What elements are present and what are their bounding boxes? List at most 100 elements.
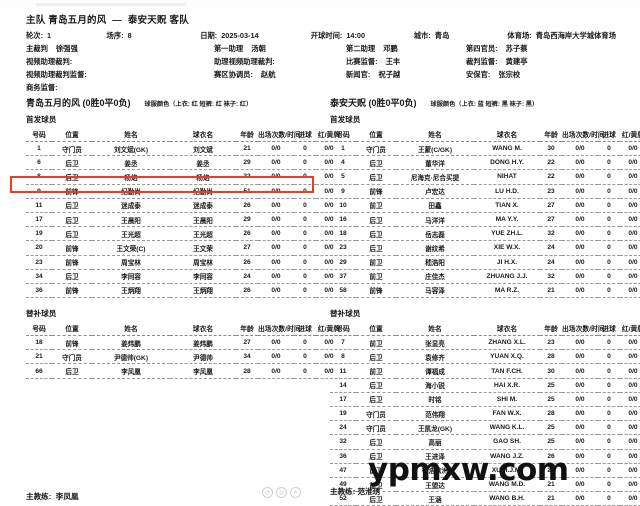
home-lineup-column: 青岛五月的风 (0胜0平0负) 球服颜色（上衣: 红 短裤: 红 袜子: 红） … [26, 96, 342, 379]
cell-name: 谢纹希 [396, 240, 474, 256]
cell-name: 杨焰 [92, 169, 170, 185]
cell-cards: 0/0 [620, 169, 640, 185]
table-row: 8 后卫 袁修齐 YUAN X.Q. 28 0/0 0 0/0 [330, 349, 640, 365]
away-team-head: 泰安天贶 (0胜0平0负) 球服颜色（上衣: 蓝 短裤: 黑 袜子: 黑） [330, 96, 630, 109]
cell-apps: 0/0 [258, 212, 294, 228]
match-header: 主队 青岛五月的风 — 泰安天贶 客队 轮次: 1 场序: 8 日期: 2025… [26, 12, 616, 97]
cell-age: 24 [236, 269, 258, 284]
cell-num: 8 [26, 169, 52, 185]
cell-num: 16 [330, 212, 356, 228]
cell-age: 27 [540, 198, 562, 213]
cell-num: 9 [330, 184, 356, 199]
cell-goals: 0 [598, 420, 620, 436]
cell-pos: 前卫 [356, 198, 396, 213]
match-meta-row: 轮次: 1 场序: 8 日期: 2025-03-14 开球时间: 14:00 城… [26, 31, 616, 40]
official-var-label: 视频助理裁判: [26, 57, 73, 67]
cell-num: 49 [330, 477, 356, 493]
cell-name: 张显亮 [396, 335, 474, 351]
cell-apps: 0/0 [562, 255, 598, 270]
cell-pos: 后卫 [52, 363, 92, 379]
cell-shirt: WANG M.D. [474, 477, 540, 493]
col-apps: 出场次数/时间 [562, 128, 605, 142]
meta-kickoff: 开球时间: 14:00 [311, 31, 414, 40]
cell-name: 王炳翔 [92, 283, 170, 299]
meta-round-value: 1 [47, 31, 52, 40]
cell-age: 25 [540, 420, 562, 436]
cell-num: 29 [330, 255, 356, 270]
official-commercial-label: 商务监督: [26, 83, 58, 93]
cell-cards: 0/0 [620, 283, 640, 299]
away-team-heading: 泰安天贶 (0胜0平0负) [330, 96, 417, 109]
cell-goals: 0 [294, 141, 316, 157]
weibo-watermark: @ @ A [262, 487, 301, 498]
col-name: 姓名 [396, 322, 474, 337]
table-row: 18 后卫 岳志磊 YUE ZH.L. 32 0/0 0 0/0 [330, 226, 640, 242]
col-age: 年龄 [236, 322, 258, 337]
cell-name: 尼海克·尼合买提 [396, 169, 474, 185]
cell-age: 32 [540, 269, 562, 284]
title-dash: — [112, 15, 122, 26]
cell-apps: 0/0 [562, 420, 598, 436]
cell-apps: 0/0 [258, 155, 294, 171]
table-header-row: 号码 位置 姓名 球衣名 年龄 出场次数/时间 进球 红/黄牌 [26, 322, 342, 337]
cell-apps: 0/0 [562, 283, 598, 299]
cell-age: 28 [236, 363, 258, 379]
table-row: 8 后卫 杨焰 杨焰 32 0/0 0 0/0 [26, 169, 342, 185]
official-var: 视频助理裁判: [26, 58, 214, 66]
official-coordinator-value: 赵航 [260, 70, 276, 80]
cell-pos: 守门员 [356, 420, 396, 436]
official-fourth-label: 第四官员: [466, 44, 498, 54]
cell-pos: 后卫 [52, 269, 92, 284]
official-commercial: 商务监督: [26, 84, 214, 92]
cell-goals: 0 [598, 212, 620, 228]
table-row: 7 前卫 张显亮 ZHANG X.L. 23 0/0 0 0/0 [330, 335, 640, 351]
col-age: 年龄 [540, 128, 562, 142]
cell-num: 1 [330, 141, 356, 157]
cell-age: 27 [540, 212, 562, 228]
cell-name: 王盟达 [396, 477, 474, 493]
cell-name: 李同容 [92, 269, 170, 284]
cell-pos: 前卫 [356, 335, 396, 351]
cell-apps: 0/0 [258, 335, 294, 351]
cell-goals: 0 [598, 477, 620, 493]
weibo-icon: @ [262, 487, 273, 498]
cell-num: 34 [26, 269, 52, 284]
official-assistant1-label: 第一助理 [214, 44, 244, 54]
cell-apps: 0/0 [258, 363, 294, 379]
cell-age: 25 [540, 434, 562, 450]
cell-pos: 后卫 [356, 240, 396, 256]
cell-goals: 0 [598, 198, 620, 213]
table-row: 23 后卫 谢纹希 XIE W.X. 24 0/0 0 0/0 [330, 240, 640, 256]
cell-name: 姜炜鹏 [92, 335, 170, 351]
cell-apps: 0/0 [562, 434, 598, 450]
official-referee: 主裁判 徐强强 [26, 44, 214, 53]
cell-apps: 0/0 [258, 141, 294, 157]
cell-apps: 0/0 [258, 255, 294, 270]
cell-shirt: MA R.Z. [474, 283, 540, 299]
cell-age: 21 [540, 477, 562, 493]
official-assistant1-value: 汤朝 [251, 44, 266, 54]
cell-goals: 0 [294, 212, 316, 228]
table-row: 14 后卫 海小锐 HAI X.R. 25 0/0 0 0/0 [330, 378, 640, 393]
cell-cards: 0/0 [620, 226, 640, 242]
col-goals: 进球 [294, 128, 316, 142]
col-goals: 进球 [294, 322, 316, 337]
table-row: 19 后卫 王光超 王光超 26 0/0 0 0/0 [26, 226, 342, 242]
table-row: 1 守门员 王蒙(C/GK) WANG M. 30 0/0 0 0/0 [330, 141, 640, 157]
cell-age: 51 [236, 184, 258, 199]
col-pos: 位置 [52, 322, 92, 337]
away-subs-title: 替补球员 [330, 309, 361, 319]
meta-date-value: 2025-03-14 [221, 31, 259, 40]
cell-goals: 0 [598, 184, 620, 199]
cell-name: 王晨阳 [92, 212, 170, 228]
cell-pos: 后卫 [356, 449, 396, 464]
table-row: 11 后卫 迷成泰 迷成泰 26 0/0 0 0/0 [26, 198, 342, 213]
cell-pos: 后卫 [356, 212, 396, 228]
cell-goals: 0 [294, 169, 316, 185]
cell-num: 36 [26, 283, 52, 299]
cell-age: 26 [236, 255, 258, 270]
cell-num: 47 [330, 463, 356, 478]
cell-cards: 0/0 [620, 406, 640, 422]
cell-goals: 0 [598, 378, 620, 393]
cell-goals: 0 [598, 283, 620, 299]
